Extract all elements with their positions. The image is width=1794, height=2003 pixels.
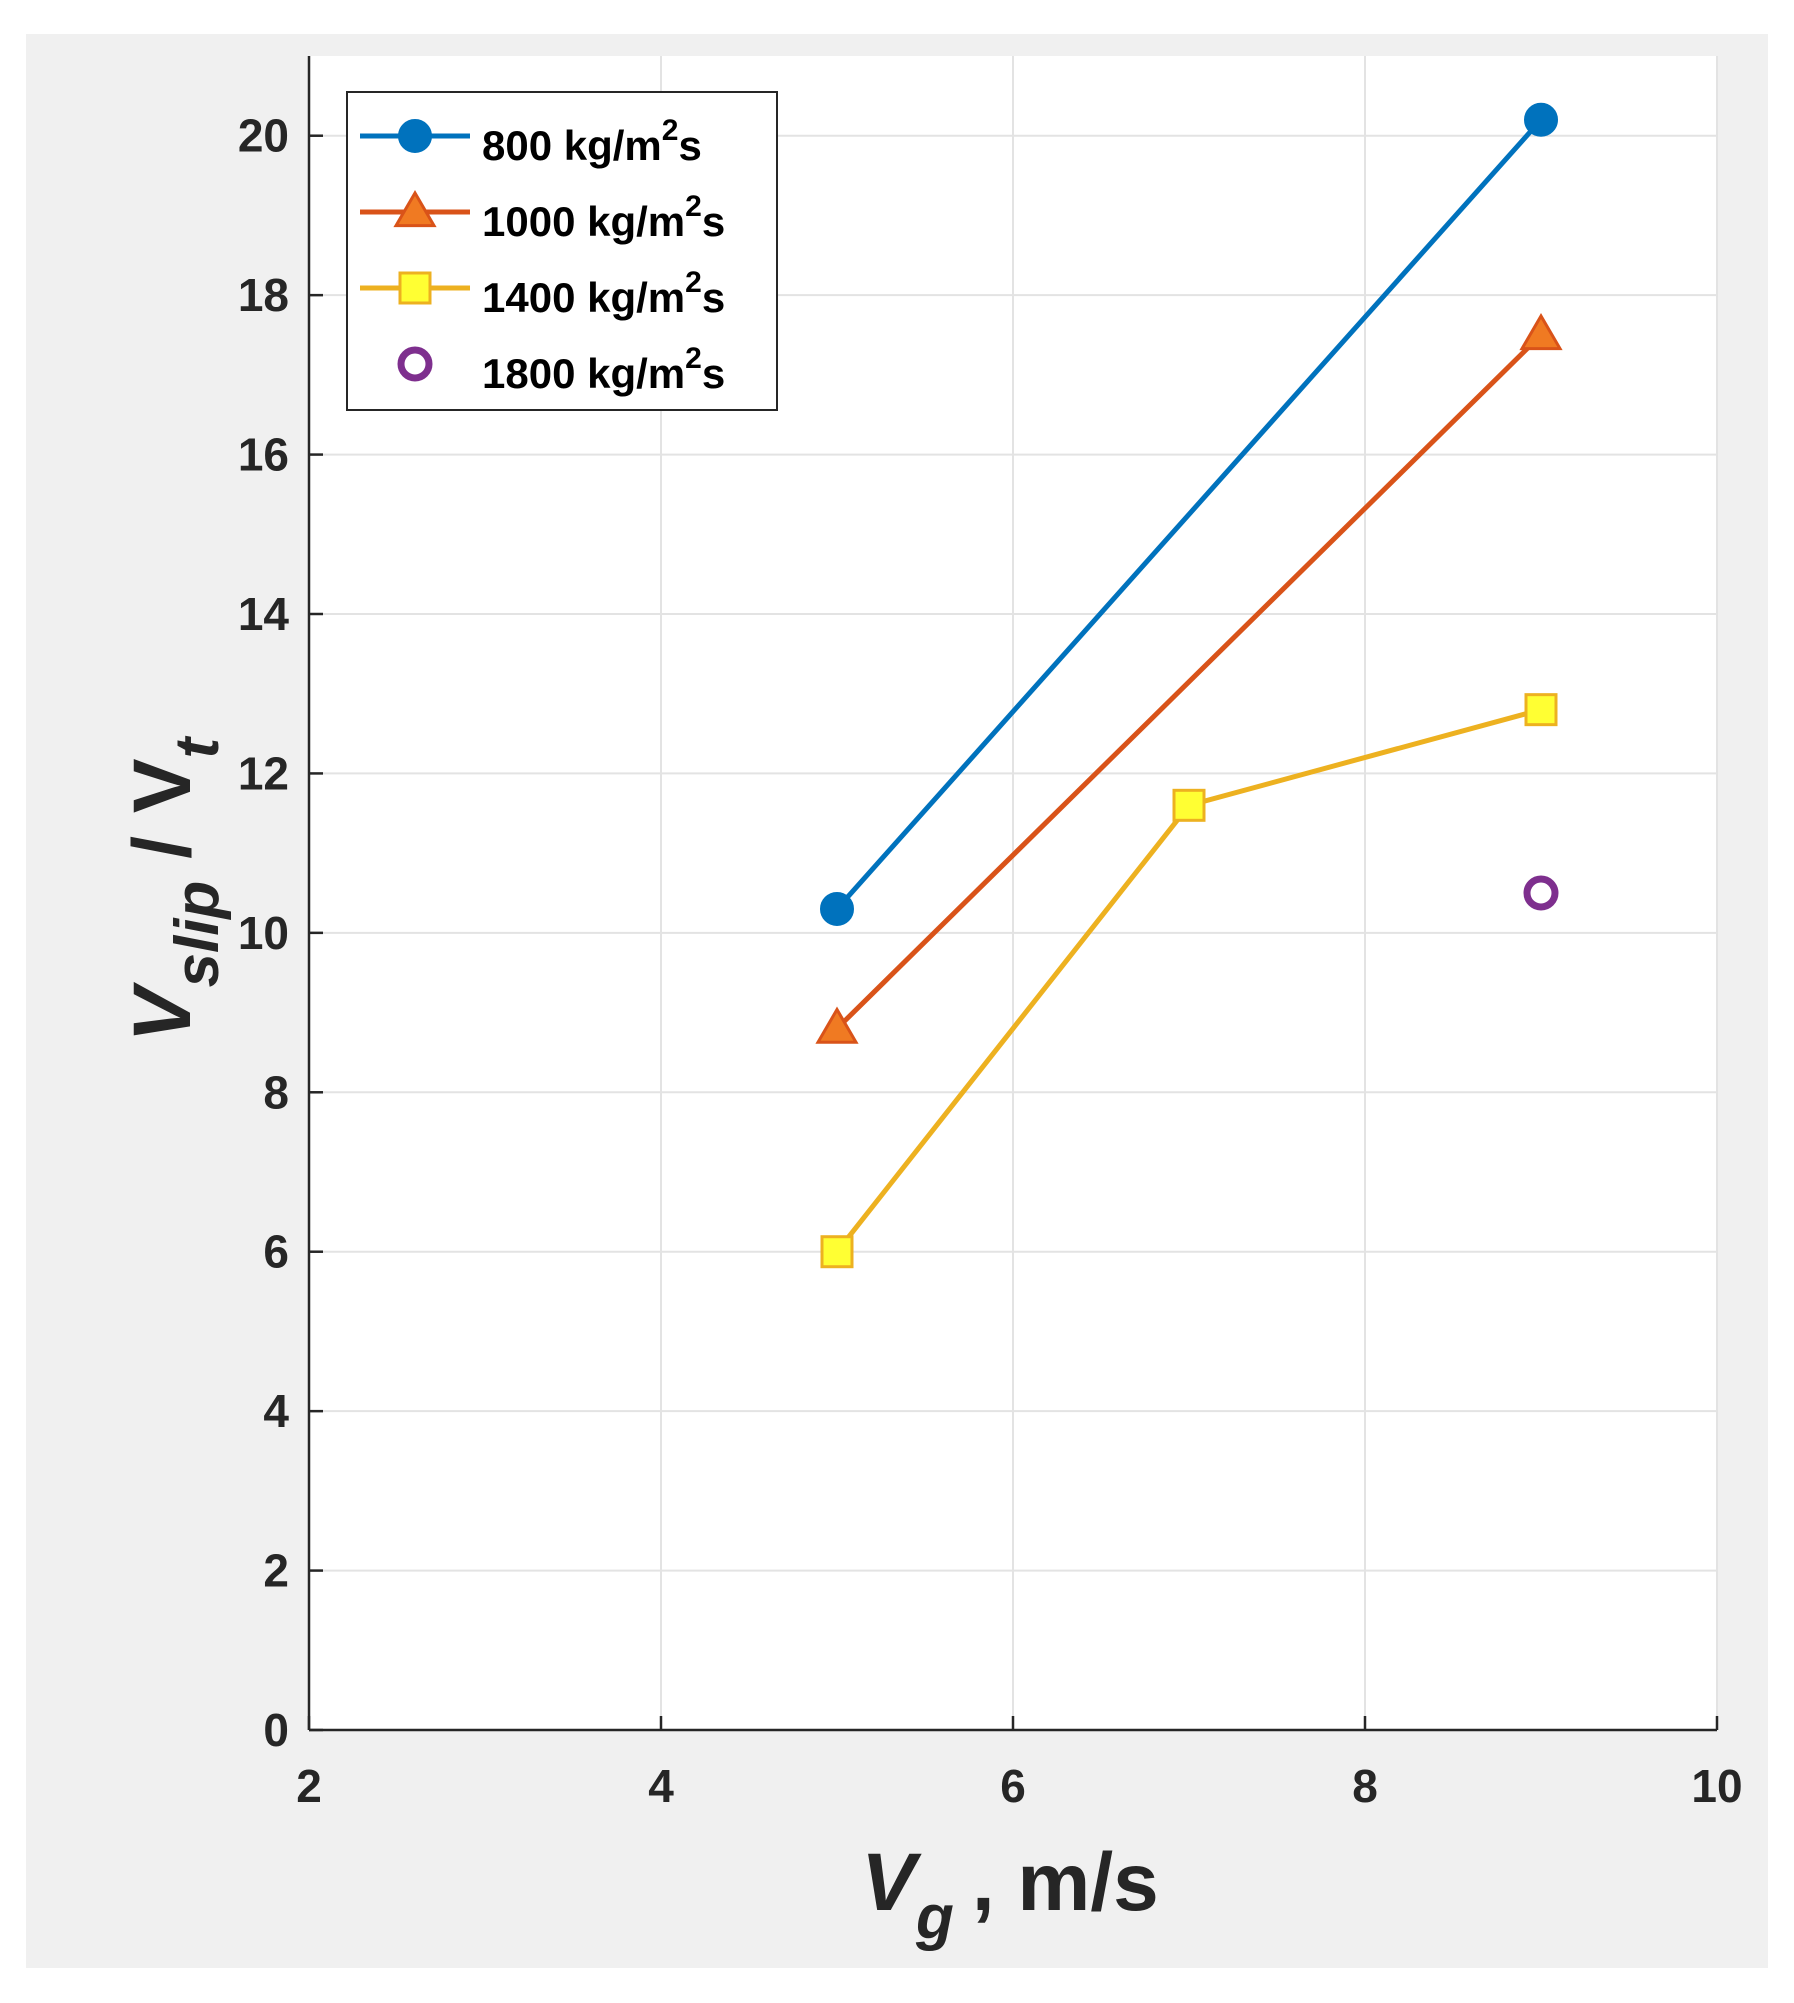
y-tick-label: 16 [238,429,289,481]
y-tick-label: 4 [263,1385,289,1437]
y-tick-label: 20 [238,110,289,162]
data-point [820,1235,854,1269]
legend-label: 800 kg/m2s [482,114,702,169]
y-tick-label: 8 [263,1066,289,1118]
x-tick-label: 2 [296,1760,322,1812]
legend-label: 1800 kg/m2s [482,342,725,397]
legend-item-2: 1400 kg/m2s [360,266,725,321]
legend-label: 1000 kg/m2s [482,190,725,245]
legend-marker [397,346,433,382]
legend-item-3: 1800 kg/m2s [397,342,725,397]
series-layer [815,102,1563,1269]
y-tick-label: 2 [263,1545,289,1597]
data-point [1172,788,1206,822]
legend-item-1: 1000 kg/m2s [360,190,725,245]
data-point [815,1006,859,1044]
y-tick-label: 14 [238,588,290,640]
y-axis-label: Vslip/ Vt [117,735,232,1042]
x-tick-label: 8 [1352,1760,1378,1812]
y-tick-label: 10 [238,907,289,959]
legend-marker [398,271,432,305]
series-1 [815,313,1563,1044]
series-line-1 [835,333,1543,1031]
x-tick-label: 4 [648,1760,674,1812]
y-tick-label: 6 [263,1226,289,1278]
legend-marker [393,190,437,228]
series-line-0 [835,118,1543,911]
legend: 800 kg/m2s 1000 kg/m2s 1400 kg/m2s 1800 kg/… [346,91,778,411]
x-tick-label: 6 [1000,1760,1026,1812]
data-point [1519,313,1563,351]
series-3 [1523,875,1559,911]
data-point [1523,875,1559,911]
x-tick-label: 10 [1691,1760,1742,1812]
series-0 [820,102,1558,926]
legend-marker [398,119,432,153]
legend-label: 1400 kg/m2s [482,266,725,321]
y-tick-label: 12 [238,747,289,799]
axes [307,56,1719,1732]
x-axis-label: Vg, m/s [861,1837,1158,1952]
data-point [1524,102,1558,137]
data-point [820,891,854,926]
y-tick-label: 18 [238,269,289,321]
data-point [1524,693,1558,727]
legend-item-0: 800 kg/m2s [360,114,702,169]
y-tick-label: 0 [263,1704,289,1756]
series-2 [820,693,1558,1269]
